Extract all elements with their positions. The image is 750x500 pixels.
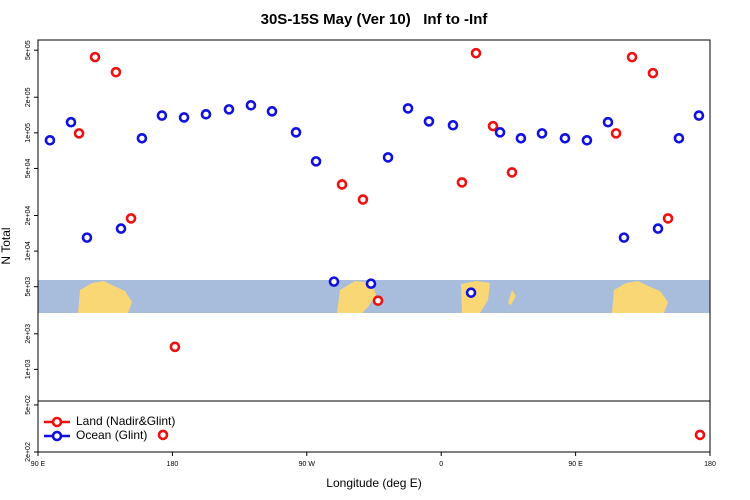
y-tick-label: 1e+05 xyxy=(25,123,32,143)
point xyxy=(290,127,302,138)
point xyxy=(115,223,127,234)
x-tick-label: 90 E xyxy=(568,461,583,468)
point xyxy=(447,119,459,131)
point xyxy=(423,116,435,127)
point xyxy=(44,135,56,146)
x-tick-label: 90 E xyxy=(31,461,46,468)
point xyxy=(365,278,377,290)
x-axis-label: Longitude (deg E) xyxy=(326,476,421,490)
point xyxy=(136,132,148,144)
plot-frame xyxy=(37,39,711,453)
point xyxy=(626,51,638,63)
point xyxy=(494,127,506,138)
point xyxy=(515,132,527,144)
point xyxy=(200,109,212,120)
point xyxy=(506,167,518,178)
point xyxy=(89,51,101,63)
point xyxy=(328,276,340,287)
point xyxy=(266,106,278,117)
point xyxy=(536,128,548,139)
point xyxy=(694,429,706,441)
legend-marker xyxy=(51,430,63,442)
point xyxy=(673,132,685,144)
chart-title: 30S-15S May (Ver 10) Inf to -Inf xyxy=(261,11,489,28)
y-tick-label: 5e+05 xyxy=(25,40,32,60)
legend-label: Land (Nadir&Glint) xyxy=(76,414,175,428)
y-tick-label: 1e+04 xyxy=(25,241,32,261)
point xyxy=(73,128,85,139)
y-tick-label: 5e+03 xyxy=(25,277,32,297)
point xyxy=(581,135,593,146)
point xyxy=(559,132,571,144)
x-tick-label: 0 xyxy=(439,461,443,468)
point xyxy=(157,429,169,441)
y-tick-label: 5e+04 xyxy=(25,159,32,179)
point xyxy=(223,104,235,115)
y-tick-label: 1e+03 xyxy=(25,359,32,379)
point xyxy=(245,100,257,111)
point xyxy=(618,232,630,243)
y-tick-label: 2e+03 xyxy=(25,324,32,344)
y-tick-label: 2e+02 xyxy=(25,442,32,462)
point xyxy=(402,103,414,114)
point xyxy=(456,177,468,188)
x-tick-label: 90 W xyxy=(299,461,316,468)
point xyxy=(125,213,137,224)
y-tick-label: 2e+04 xyxy=(25,206,32,226)
point xyxy=(610,128,622,139)
point xyxy=(156,110,168,121)
x-tick-label: 180 xyxy=(167,461,179,468)
point xyxy=(470,47,482,59)
point xyxy=(65,116,77,128)
y-axis-label: N Total xyxy=(0,227,13,264)
y-tick-label: 2e+05 xyxy=(25,87,32,107)
point xyxy=(81,232,93,243)
point xyxy=(310,156,322,167)
point xyxy=(382,152,394,163)
point xyxy=(693,110,705,121)
legend-label: Ocean (Glint) xyxy=(76,428,147,442)
point xyxy=(602,116,614,128)
y-tick-label: 5e+02 xyxy=(25,395,32,415)
point xyxy=(652,223,664,234)
point xyxy=(110,66,122,78)
point xyxy=(357,194,369,205)
point xyxy=(487,120,499,132)
x-tick-label: 180 xyxy=(704,461,716,468)
point xyxy=(662,213,674,224)
point xyxy=(336,179,348,190)
point xyxy=(465,287,477,298)
legend-marker xyxy=(51,416,63,428)
point xyxy=(178,112,190,123)
point xyxy=(169,341,181,353)
point xyxy=(647,67,659,79)
point xyxy=(372,295,384,306)
